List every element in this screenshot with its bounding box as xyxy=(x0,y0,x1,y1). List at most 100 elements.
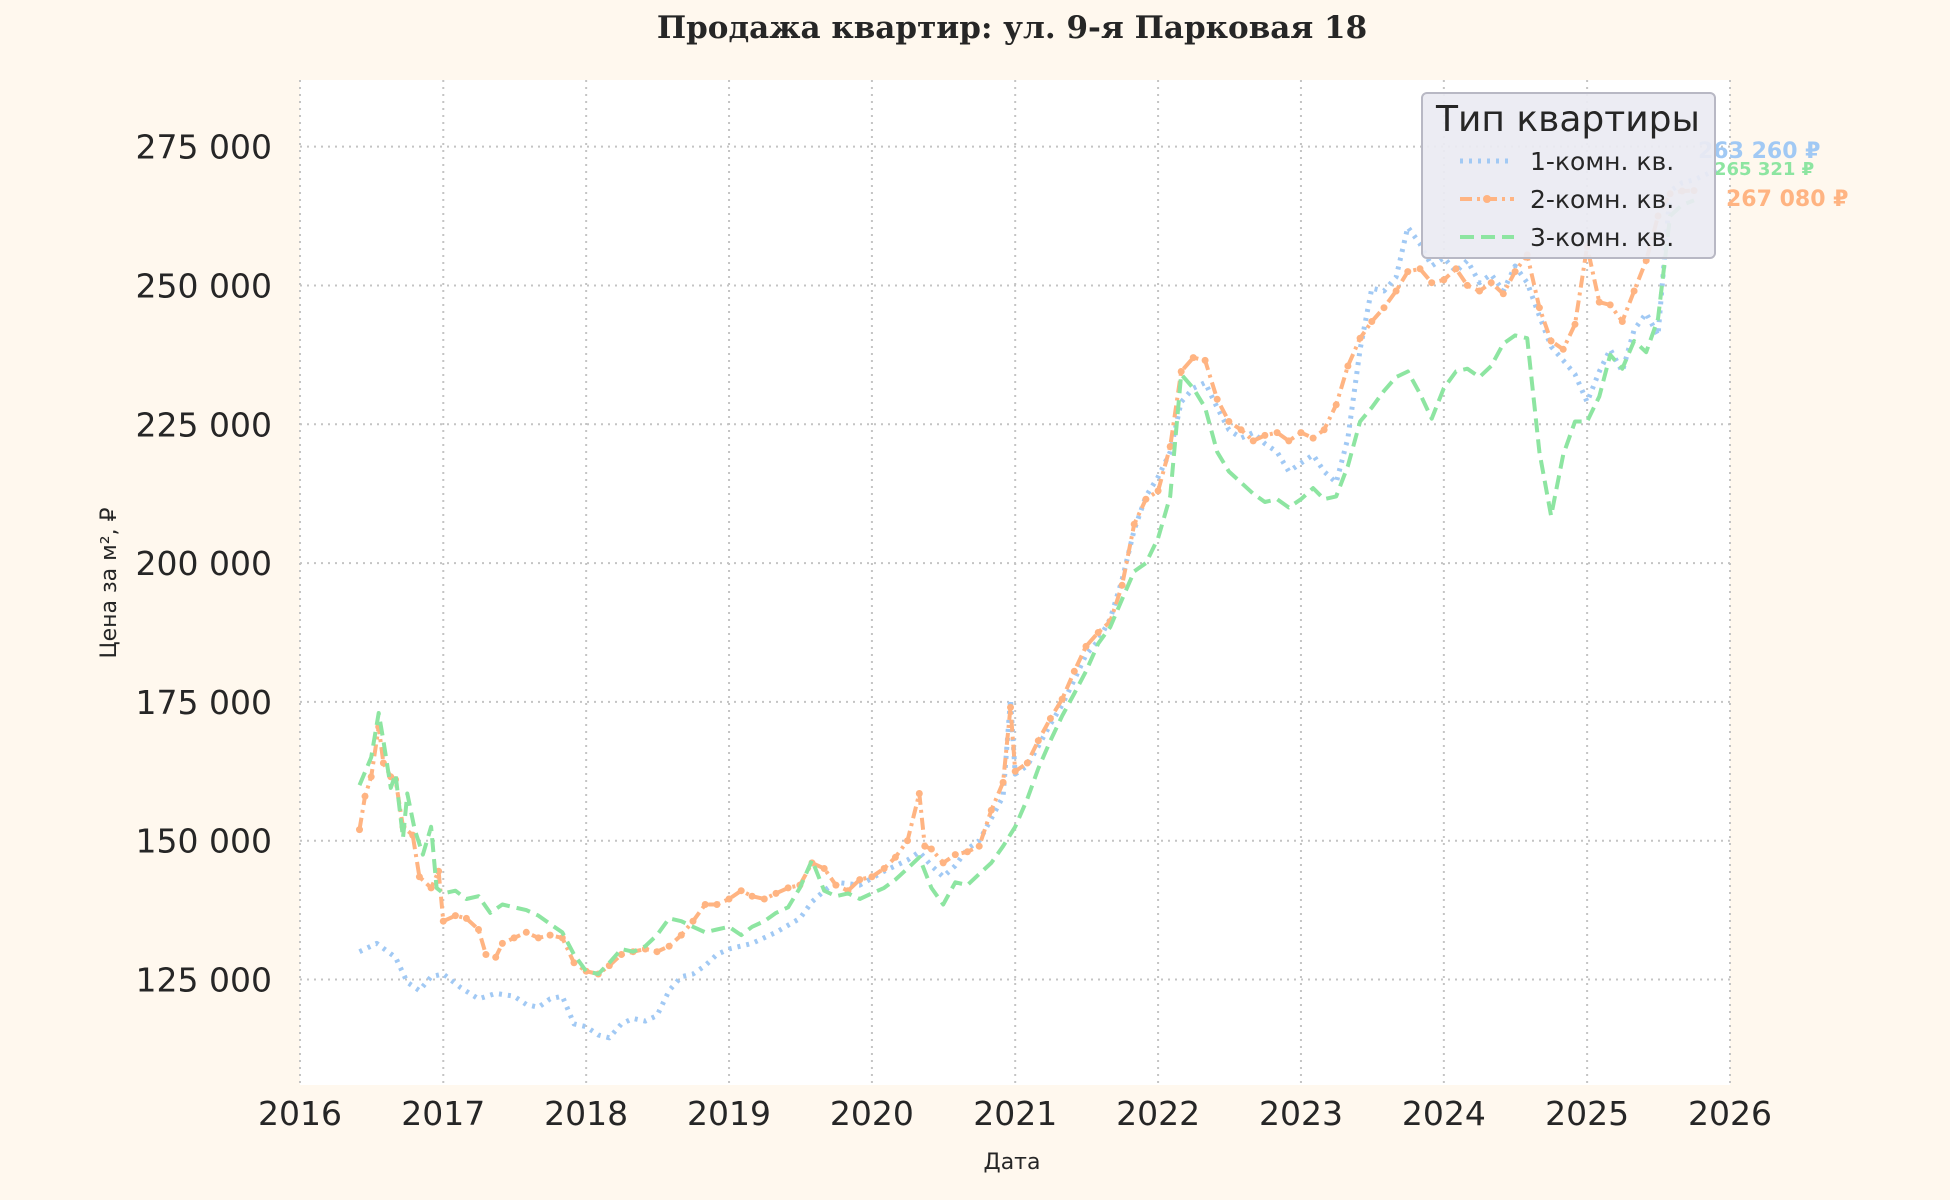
data-point xyxy=(1476,287,1483,295)
x-tick-label: 2026 xyxy=(1688,1094,1772,1133)
data-point xyxy=(1142,495,1150,503)
data-point xyxy=(1428,279,1436,287)
legend-title: Тип квартиры xyxy=(1435,99,1700,140)
legend-item: 1-комн. кв. xyxy=(1460,147,1674,176)
chart-title: Продажа квартир: ул. 9-я Парковая 18 xyxy=(657,10,1367,46)
legend-item: 3-комн. кв. xyxy=(1460,223,1674,252)
data-point xyxy=(653,948,661,956)
data-point xyxy=(546,931,554,939)
data-point xyxy=(498,939,506,947)
data-point xyxy=(1166,443,1174,450)
series-1 xyxy=(358,166,1719,1041)
data-point xyxy=(1630,287,1638,295)
data-point xyxy=(1511,268,1519,276)
data-point xyxy=(605,962,613,970)
data-point xyxy=(1440,276,1448,284)
x-tick-label: 2025 xyxy=(1545,1094,1629,1133)
data-point xyxy=(987,806,995,814)
x-axis-ticks: 2016 2017 2018 2019 2020 2021 2022 2023 2024 2025… xyxy=(258,1094,1772,1133)
data-point xyxy=(689,917,697,925)
data-point xyxy=(510,934,518,942)
data-point xyxy=(1404,268,1412,276)
data-point xyxy=(820,865,828,872)
data-point xyxy=(1344,362,1352,370)
data-point xyxy=(570,959,578,967)
data-point xyxy=(677,931,685,939)
legend-item: 2-комн. кв. xyxy=(1460,185,1674,214)
legend-box xyxy=(1421,92,1716,259)
data-point xyxy=(558,934,566,942)
x-tick-label: 2023 xyxy=(1259,1094,1343,1133)
x-tick-label: 2016 xyxy=(258,1094,342,1133)
x-tick-label: 2019 xyxy=(687,1094,771,1133)
data-point xyxy=(1070,667,1078,675)
data-point xyxy=(1201,356,1209,364)
series-line xyxy=(358,166,1719,1041)
data-point xyxy=(1225,418,1233,425)
legend-label: 2-комн. кв. xyxy=(1530,185,1674,214)
data-point xyxy=(1487,279,1495,287)
data-point xyxy=(462,914,470,922)
data-point xyxy=(1130,520,1138,528)
data-point xyxy=(915,790,923,797)
data-point xyxy=(1499,290,1507,298)
data-point xyxy=(1285,437,1293,445)
legend-label: 3-комн. кв. xyxy=(1530,223,1674,252)
data-point xyxy=(772,889,780,897)
data-point xyxy=(1297,429,1305,437)
x-axis-label: Дата xyxy=(984,1150,1041,1175)
y-axis-ticks: 125 000 150 000 175 000 200 000 225 000 250 0… xyxy=(136,128,272,1000)
y-tick-label: 250 000 xyxy=(136,266,272,305)
data-point xyxy=(963,848,971,856)
data-point xyxy=(361,792,369,800)
data-point xyxy=(1154,487,1162,495)
data-point xyxy=(891,853,899,861)
data-point xyxy=(880,865,888,872)
data-point xyxy=(665,942,673,950)
data-point xyxy=(534,934,542,942)
y-tick-label: 225 000 xyxy=(136,405,272,444)
data-point xyxy=(451,912,459,920)
y-tick-label: 275 000 xyxy=(136,128,272,167)
data-point xyxy=(409,831,417,839)
data-point xyxy=(475,926,482,933)
data-point xyxy=(1273,429,1281,437)
data-point xyxy=(482,951,490,958)
series-end-label: 267 080 ₽ xyxy=(1726,187,1848,212)
legend: Тип квартиры 1-комн. кв. 2-комн. кв. 3-ком… xyxy=(1421,92,1716,259)
data-point xyxy=(1392,287,1400,295)
data-point xyxy=(492,953,500,961)
data-point xyxy=(439,917,447,925)
x-tick-label: 2018 xyxy=(544,1094,628,1133)
data-point xyxy=(1034,737,1042,745)
data-point xyxy=(1007,703,1014,711)
data-point xyxy=(701,901,709,908)
data-point xyxy=(1058,695,1066,703)
y-tick-label: 175 000 xyxy=(136,683,272,722)
data-point xyxy=(1463,281,1471,289)
data-point xyxy=(1094,629,1102,636)
data-point xyxy=(760,895,768,903)
data-point xyxy=(1237,426,1245,434)
data-point xyxy=(748,892,756,900)
data-point xyxy=(1249,437,1257,445)
data-point xyxy=(999,778,1007,786)
data-point xyxy=(617,951,625,958)
data-point xyxy=(1595,298,1603,306)
data-point xyxy=(713,901,721,908)
data-point xyxy=(1547,337,1555,345)
data-point xyxy=(356,826,363,834)
series-layer xyxy=(356,166,1719,1041)
data-point xyxy=(1380,304,1388,312)
data-point xyxy=(1332,401,1340,409)
y-axis-label: Цена за м², ₽ xyxy=(97,507,122,658)
data-point xyxy=(1356,334,1364,342)
data-point xyxy=(784,884,792,892)
series-end-label: 263 260 ₽ xyxy=(1698,139,1820,164)
data-point xyxy=(415,873,423,881)
data-point xyxy=(522,928,530,936)
data-point xyxy=(1606,301,1614,309)
x-tick-label: 2017 xyxy=(401,1094,485,1133)
x-tick-label: 2022 xyxy=(1116,1094,1200,1133)
